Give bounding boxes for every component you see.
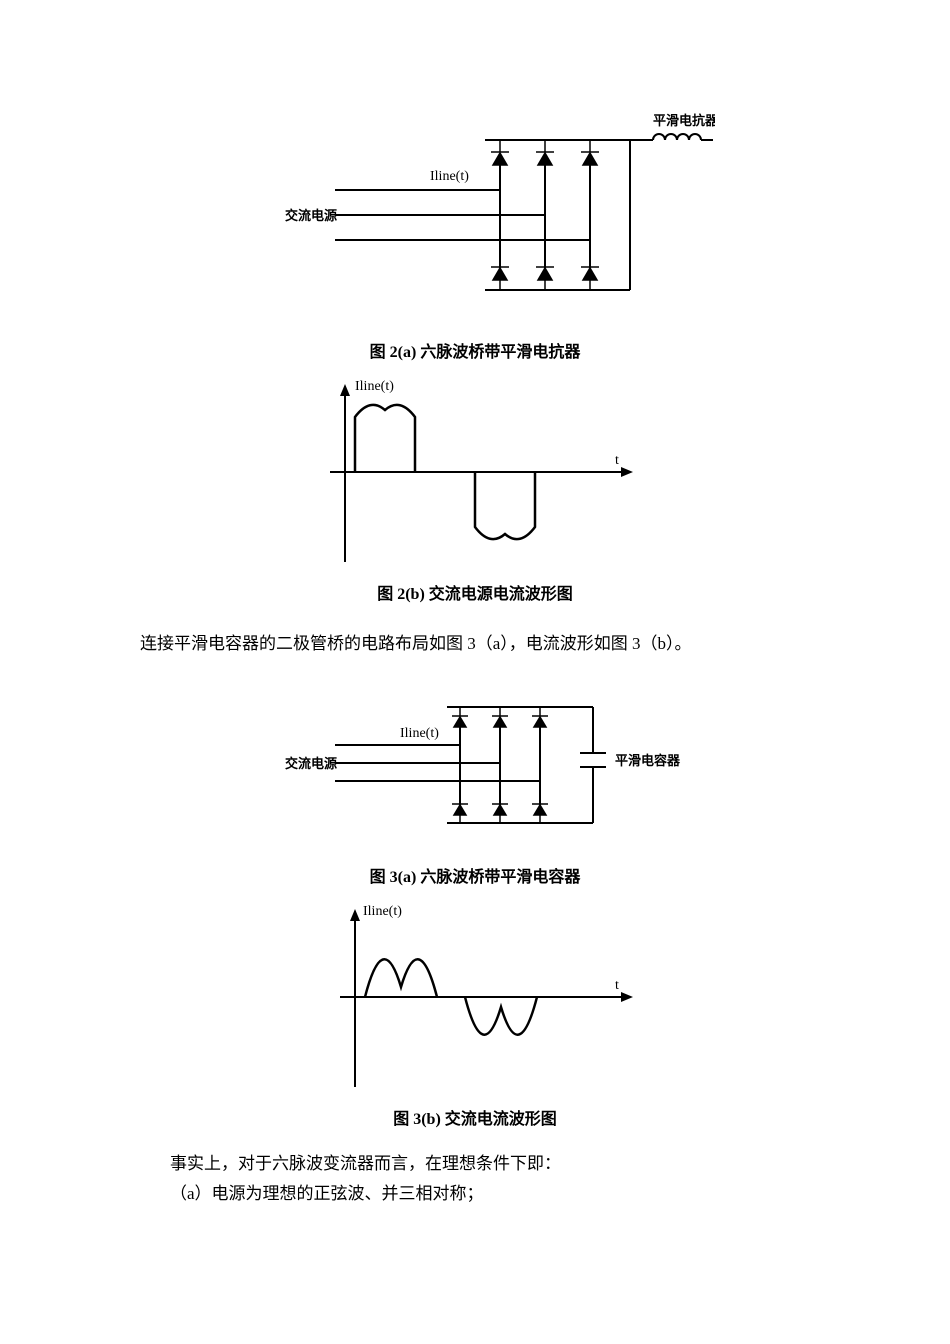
document-page: 交流电源 Iline(t) 平滑电抗器 图 2(a) 六脉波桥带平滑电抗器 Il… — [0, 0, 950, 1270]
label-reactor: 平滑电抗器 — [653, 113, 715, 128]
waveform-3b: Iline(t) t — [285, 897, 665, 1097]
paragraph-3: （a）电源为理想的正弦波、并三相对称； — [170, 1179, 810, 1210]
label-iline-3b: Iline(t) — [363, 904, 402, 919]
label-iline-2b: Iline(t) — [355, 379, 394, 394]
label-ac-source-3a: 交流电源 — [285, 756, 337, 771]
paragraph-2: 事实上，对于六脉波变流器而言，在理想条件下即： — [170, 1149, 810, 1180]
figure-3b: Iline(t) t 图 3(b) 交流电流波形图 — [140, 897, 810, 1129]
label-ac-source: 交流电源 — [285, 208, 337, 223]
label-iline-2a: Iline(t) — [430, 169, 469, 184]
figure-2a: 交流电源 Iline(t) 平滑电抗器 图 2(a) 六脉波桥带平滑电抗器 — [140, 110, 810, 362]
caption-3a: 图 3(a) 六脉波桥带平滑电容器 — [370, 863, 581, 887]
label-iline-3a: Iline(t) — [400, 726, 439, 741]
label-capacitor: 平滑电容器 — [615, 753, 681, 768]
caption-2a: 图 2(a) 六脉波桥带平滑电抗器 — [370, 338, 581, 362]
caption-3b: 图 3(b) 交流电流波形图 — [393, 1105, 557, 1129]
caption-2b: 图 2(b) 交流电源电流波形图 — [377, 580, 573, 604]
circuit-diagram-3a: 交流电源 Iline(t) 平滑电容器 — [235, 685, 715, 855]
label-t-2b: t — [615, 453, 619, 468]
label-t-3b: t — [615, 978, 619, 993]
waveform-2b: Iline(t) t — [285, 372, 665, 572]
circuit-diagram-2a: 交流电源 Iline(t) 平滑电抗器 — [235, 110, 715, 330]
paragraph-1: 连接平滑电容器的二极管桥的电路布局如图 3（a），电流波形如图 3（b）。 — [140, 629, 810, 660]
figure-2b: Iline(t) t 图 2(b) 交流电源电流波形图 — [140, 372, 810, 604]
figure-3a: 交流电源 Iline(t) 平滑电容器 图 3(a) 六脉波桥带平滑电容器 — [140, 685, 810, 887]
